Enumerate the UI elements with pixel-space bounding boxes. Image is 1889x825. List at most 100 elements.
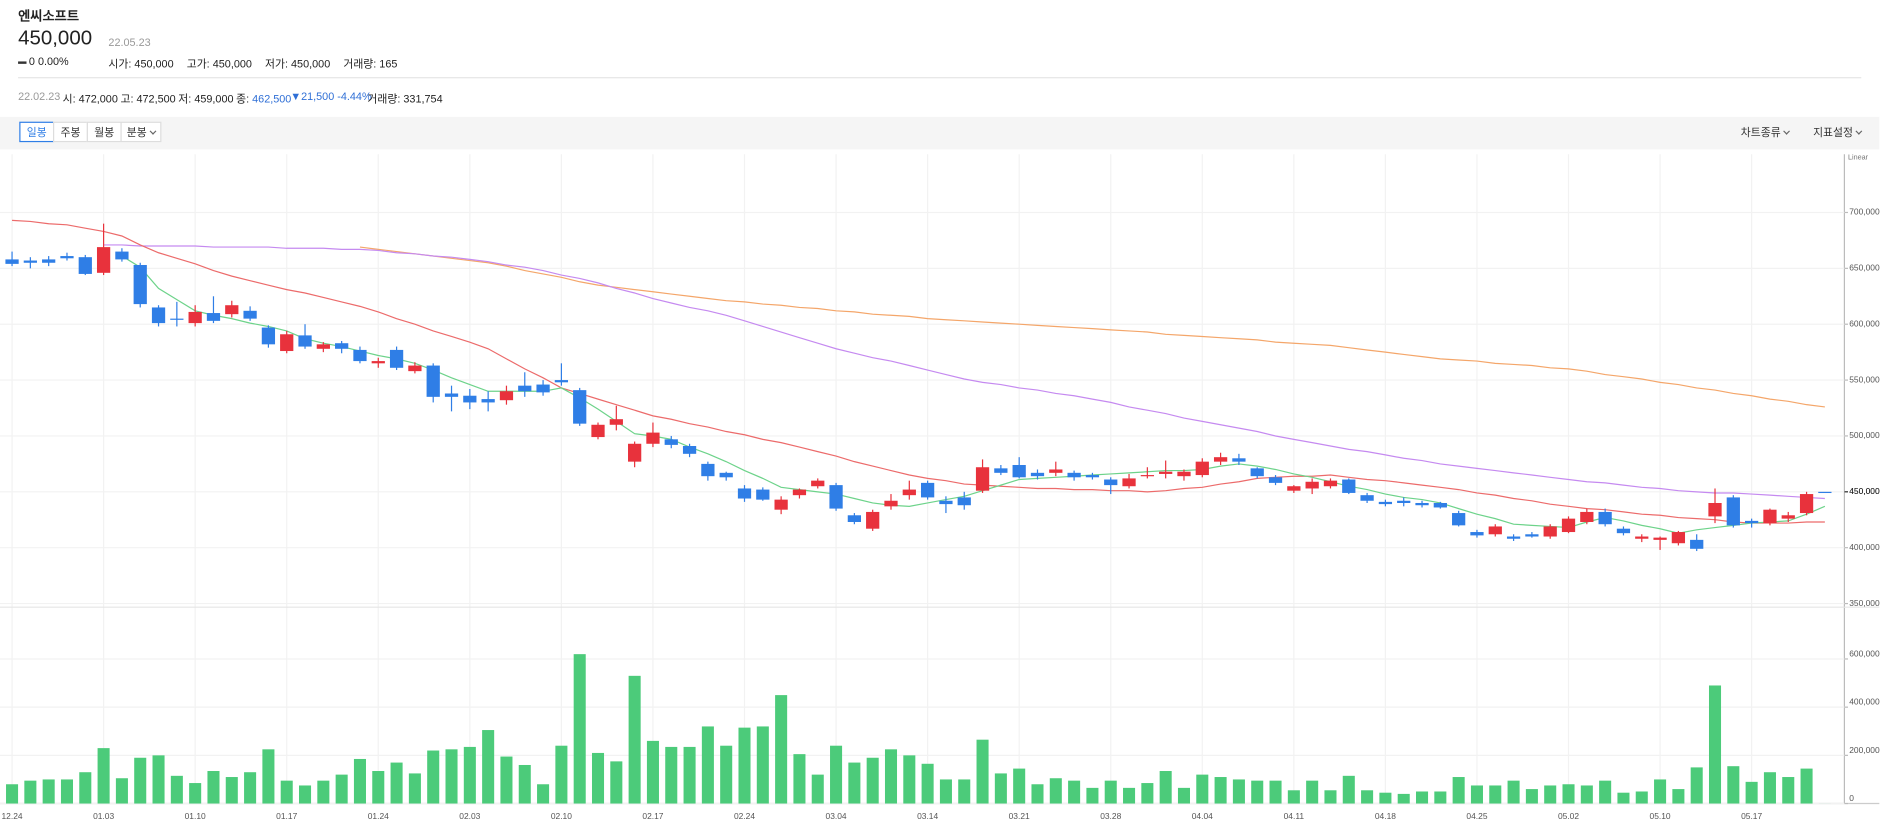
current-price: 450,000 [18, 26, 93, 50]
price-date: 22.05.23 [108, 36, 151, 49]
volume-bar [24, 780, 37, 804]
candle-body [939, 500, 953, 505]
stat-label: 거래량: [343, 57, 377, 70]
period-text: 분봉 [126, 126, 147, 139]
candle-body [1122, 478, 1136, 487]
volume-bar [225, 777, 238, 804]
volume-bar [1159, 771, 1172, 804]
volume-bar [1489, 785, 1502, 804]
separator [18, 77, 1862, 79]
candle-body [316, 344, 330, 349]
volume-bar [1562, 784, 1575, 804]
volume-bar [152, 755, 165, 804]
menu-text: 차트종류 [1740, 126, 1781, 139]
ohlc-value: 459,000 [194, 92, 234, 105]
candle-body [444, 393, 459, 397]
stat-label: 시가: [108, 57, 132, 70]
volume-bar [1269, 780, 1282, 804]
x-tick-label: 04.25 [1466, 811, 1487, 821]
x-tick-label: 02.24 [734, 811, 755, 821]
moving-average-line [359, 246, 1825, 408]
candle-body [1323, 480, 1338, 487]
volume-bar [884, 749, 898, 804]
period-button[interactable]: 분봉 [120, 121, 162, 143]
y-tick-label: 450,000 [1849, 486, 1880, 496]
period-button[interactable]: 일봉 [19, 121, 55, 143]
candle-body [1653, 537, 1667, 540]
candle-body [1452, 513, 1466, 526]
stat-label: 고가: [186, 57, 210, 70]
volume-bar [1104, 780, 1117, 804]
x-tick-label: 12.24 [2, 811, 23, 821]
volume-bar [756, 726, 769, 804]
candle-body [1690, 539, 1704, 549]
x-tick-label: 04.04 [1192, 811, 1213, 821]
chevron [149, 127, 157, 135]
menu-button[interactable]: 차트종류 [1740, 124, 1791, 140]
candle-body [1726, 497, 1740, 526]
volume-bar [903, 755, 916, 804]
candle-body [1030, 472, 1045, 477]
candle-body [1159, 471, 1173, 474]
period-button[interactable]: 월봉 [86, 121, 122, 143]
volume-bar [1690, 767, 1703, 804]
y-tick-label: 600,000 [1849, 648, 1880, 658]
period-button[interactable]: 주봉 [53, 121, 88, 143]
volume-bar [811, 774, 824, 804]
candle-body [353, 349, 367, 362]
candle-body [1671, 532, 1686, 544]
volume-bar [738, 727, 751, 804]
candle-body [554, 380, 569, 383]
y-tick-label: 400,000 [1849, 542, 1880, 552]
toolbar: 일봉 주봉 월봉 분봉 차트종류 지표설정 [0, 116, 1880, 150]
candle-body [866, 511, 880, 529]
volume-bar [134, 757, 147, 804]
crosshair-change: ▼21,500 -4.44% [290, 90, 372, 103]
volume-bar [335, 774, 348, 804]
ohlc-value: 472,500 [136, 92, 176, 105]
volume-bar [97, 748, 110, 804]
x-tick-label: 03.14 [917, 811, 938, 821]
volume-bar [42, 779, 55, 804]
candle-body [573, 390, 587, 424]
volume-bar [1599, 780, 1612, 804]
candle-body [1708, 502, 1722, 517]
stat-value: 165 [379, 57, 398, 70]
menu-button[interactable]: 지표설정 [1813, 124, 1863, 140]
volume-bar [720, 745, 733, 804]
chevron [1783, 127, 1791, 135]
volume-bar [1782, 777, 1795, 804]
candle-body [628, 443, 642, 462]
volume-bar [1654, 779, 1667, 804]
volume-bar [555, 745, 568, 804]
candle-body [1818, 491, 1832, 494]
volume-bar [1525, 789, 1538, 804]
volume-bar [976, 739, 989, 804]
candle-body [499, 391, 514, 401]
volume-value: 331,754 [403, 92, 443, 105]
volume-bar [280, 780, 293, 804]
candle-body [682, 446, 697, 454]
volume-bar [317, 780, 330, 804]
volume-bar [1580, 785, 1593, 804]
candle-body [1140, 475, 1154, 477]
candle-body [298, 335, 312, 347]
volume-bar [665, 746, 678, 804]
candle-body [243, 310, 257, 319]
stat: 거래량: 165 [343, 55, 397, 71]
volume-bar [1177, 787, 1191, 804]
volume-bar [372, 771, 385, 804]
candle-body [792, 489, 807, 496]
volume-bar [1727, 766, 1740, 804]
x-tick-label: 01.03 [93, 811, 114, 821]
volume-bar [1617, 792, 1630, 804]
change-box: 0 0.00% [18, 55, 69, 67]
candle-body [884, 500, 898, 507]
volume-bar [445, 749, 458, 804]
candle-body [1506, 536, 1521, 539]
stat: 시가: 450,000 [108, 55, 173, 71]
current-price-label: 450,000 [1849, 486, 1880, 496]
candle-body [902, 489, 916, 496]
candle-body [463, 395, 477, 403]
menu-text: 지표설정 [1813, 126, 1853, 139]
